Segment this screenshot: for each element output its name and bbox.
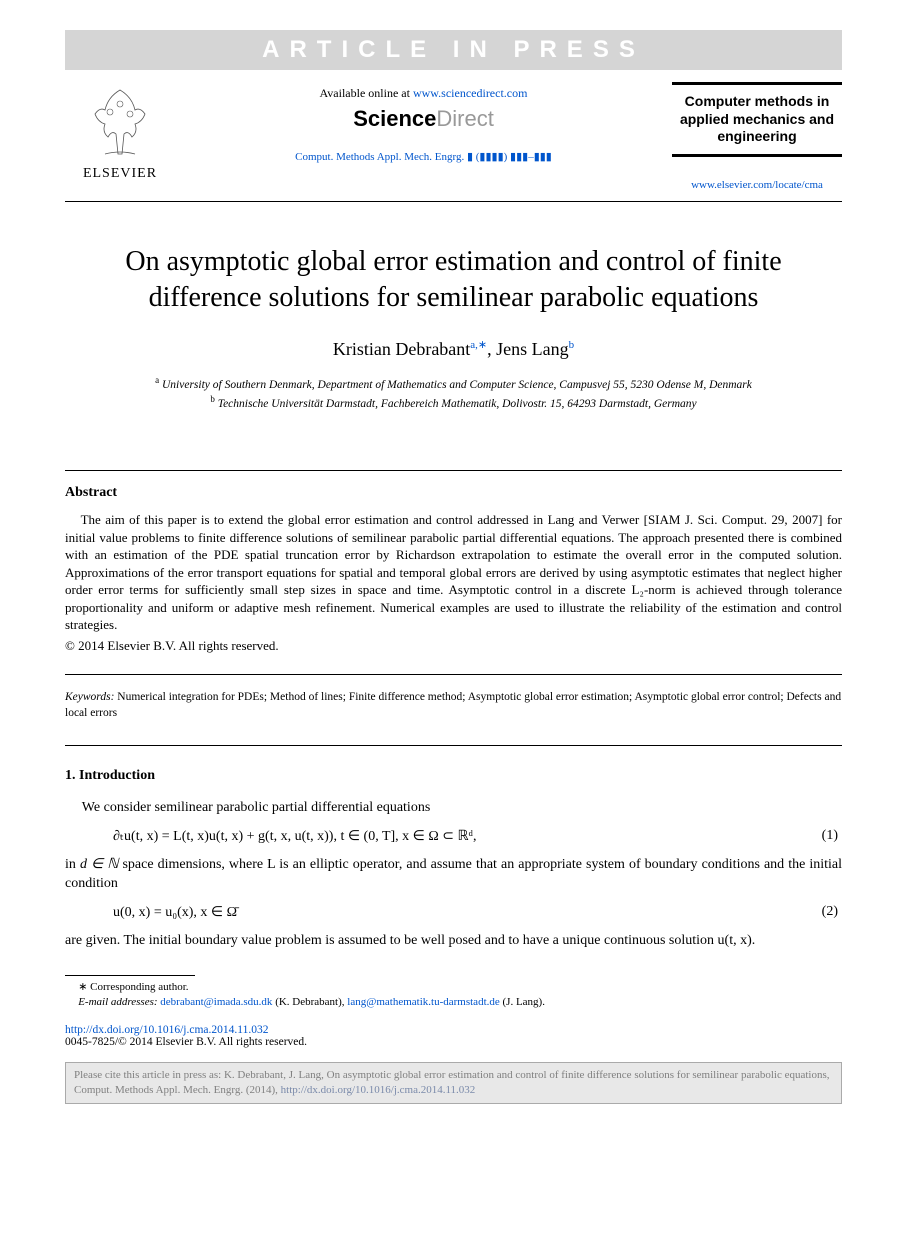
equation-2: u(0, x) = u₀(x), x ∈ Ω̄ xyxy=(113,904,237,921)
author-sep: , xyxy=(487,339,496,359)
elsevier-wordmark: ELSEVIER xyxy=(65,166,175,182)
email-2-who: (J. Lang). xyxy=(500,996,545,1008)
header-row: ELSEVIER Available online at www.science… xyxy=(65,82,842,202)
rule-below-keywords xyxy=(65,745,842,746)
keywords: Keywords: Numerical integration for PDEs… xyxy=(65,689,842,721)
affiliation-a: a University of Southern Denmark, Depart… xyxy=(65,374,842,393)
issn-line: 0045-7825/© 2014 Elsevier B.V. All right… xyxy=(65,1036,842,1048)
equation-1: ∂ₜu(t, x) = L(t, x)u(t, x) + g(t, x, u(t… xyxy=(113,828,476,845)
journal-homepage-link[interactable]: www.elsevier.com/locate/cma xyxy=(691,179,823,191)
elsevier-logo-block: ELSEVIER xyxy=(65,82,175,182)
sd-brand-b: Direct xyxy=(436,106,493,131)
doi-link[interactable]: http://dx.doi.org/10.1016/j.cma.2014.11.… xyxy=(65,1024,268,1036)
intro-p2: in d ∈ ℕ space dimensions, where L is an… xyxy=(65,855,842,894)
author-1-name: Kristian Debrabant xyxy=(333,339,470,359)
email-label: E-mail addresses: xyxy=(78,996,160,1008)
journal-title-box: Computer methods in applied mechanics an… xyxy=(672,82,842,157)
sciencedirect-logo: ScienceDirect xyxy=(175,106,672,132)
email-1-link[interactable]: debrabant@imada.sdu.dk xyxy=(160,996,272,1008)
intro-p3: are given. The initial boundary value pr… xyxy=(65,931,842,951)
abstract-text: The aim of this paper is to extend the g… xyxy=(65,511,842,634)
intro-p2-a: in xyxy=(65,857,80,872)
author-2-sup: b xyxy=(569,339,575,351)
doi-line: http://dx.doi.org/10.1016/j.cma.2014.11.… xyxy=(65,1024,842,1036)
available-prefix: Available online at xyxy=(320,86,413,100)
affiliation-b-text: Technische Universität Darmstadt, Fachbe… xyxy=(218,398,697,410)
sd-brand-a: Science xyxy=(353,106,436,131)
section-1-heading: 1. Introduction xyxy=(65,768,842,784)
author-1-sup: a,∗ xyxy=(470,339,487,351)
cite-this-article-box: Please cite this article in press as: K.… xyxy=(65,1062,842,1104)
affiliation-b: b Technische Universität Darmstadt, Fach… xyxy=(65,393,842,412)
footnotes-separator xyxy=(65,975,195,976)
author-list: Kristian Debrabanta,∗, Jens Langb xyxy=(65,338,842,360)
header-center: Available online at www.sciencedirect.co… xyxy=(175,82,672,163)
keywords-label: Keywords: xyxy=(65,691,114,703)
abstract-heading: Abstract xyxy=(65,485,842,501)
intro-p1: We consider semilinear parabolic partial… xyxy=(65,798,842,818)
keywords-text: Numerical integration for PDEs; Method o… xyxy=(65,691,841,719)
affiliation-a-text: University of Southern Denmark, Departme… xyxy=(162,379,752,391)
article-in-press-banner: ARTICLE IN PRESS xyxy=(65,30,842,70)
intro-p2-c: space dimensions, where L is an elliptic… xyxy=(65,857,842,892)
elsevier-tree-icon xyxy=(80,82,160,162)
equation-1-row: ∂ₜu(t, x) = L(t, x)u(t, x) + g(t, x, u(t… xyxy=(113,828,842,845)
available-online: Available online at www.sciencedirect.co… xyxy=(175,84,672,102)
author-2-name: Jens Lang xyxy=(496,339,568,359)
rule-below-abstract xyxy=(65,674,842,675)
equation-2-row: u(0, x) = u₀(x), x ∈ Ω̄ (2) xyxy=(113,904,842,921)
footnote-emails: E-mail addresses: debrabant@imada.sdu.dk… xyxy=(65,995,842,1010)
affiliations: a University of Southern Denmark, Depart… xyxy=(65,374,842,412)
rule-above-abstract xyxy=(65,470,842,471)
equation-1-number: (1) xyxy=(822,828,838,844)
email-2-link[interactable]: lang@mathematik.tu-darmstadt.de xyxy=(347,996,499,1008)
sciencedirect-link[interactable]: www.sciencedirect.com xyxy=(413,86,528,100)
footnote-corresponding: ∗ Corresponding author. xyxy=(65,980,842,995)
intro-p2-b: d ∈ ℕ xyxy=(80,857,119,872)
abstract-copyright: © 2014 Elsevier B.V. All rights reserved… xyxy=(65,638,842,654)
citation-placeholder: Comput. Methods Appl. Mech. Engrg. ▮ (▮▮… xyxy=(175,150,672,163)
article-title: On asymptotic global error estimation an… xyxy=(85,244,822,317)
equation-2-number: (2) xyxy=(822,904,838,920)
journal-block: Computer methods in applied mechanics an… xyxy=(672,82,842,193)
citebox-doi-link[interactable]: http://dx.doi.org/10.1016/j.cma.2014.11.… xyxy=(281,1084,476,1096)
email-1-who: (K. Debrabant), xyxy=(272,996,347,1008)
